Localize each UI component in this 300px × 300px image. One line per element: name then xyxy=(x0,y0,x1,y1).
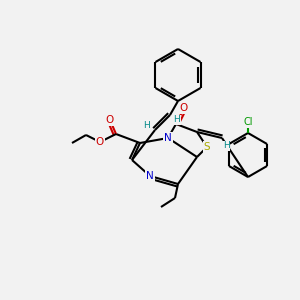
Text: O: O xyxy=(106,115,114,125)
Text: S: S xyxy=(204,142,210,152)
Text: N: N xyxy=(146,171,154,181)
Text: O: O xyxy=(96,137,104,147)
Text: O: O xyxy=(180,103,188,113)
Text: N: N xyxy=(164,133,172,143)
Text: H: H xyxy=(144,122,150,130)
Text: H: H xyxy=(174,116,180,124)
Text: Cl: Cl xyxy=(243,117,253,127)
Text: H: H xyxy=(223,142,230,151)
